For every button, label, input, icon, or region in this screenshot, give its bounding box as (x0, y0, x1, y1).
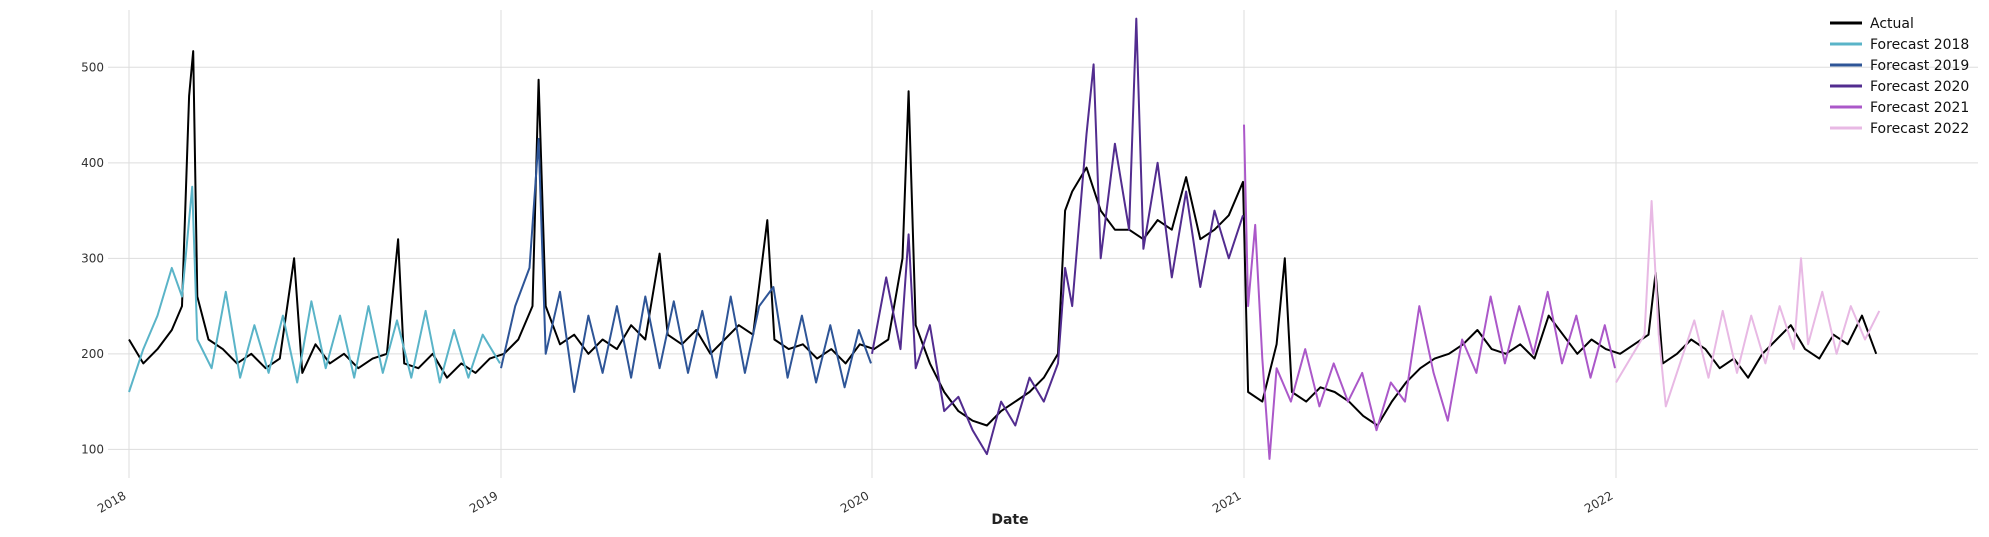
series-line-forecast-2020 (871, 17, 1244, 456)
x-tick-label: 2019 (467, 488, 500, 515)
x-tick-label: 2020 (838, 488, 871, 515)
legend-label: Forecast 2021 (1870, 100, 1969, 116)
legend-label: Actual (1870, 16, 1914, 32)
legend-label: Forecast 2020 (1870, 79, 1969, 95)
x-axis-title: Date (991, 512, 1028, 528)
series-line-actual (128, 50, 1878, 427)
x-tick-label: 2021 (1210, 488, 1243, 515)
series-line-forecast-2022 (1615, 200, 1881, 408)
y-tick-label: 500 (81, 60, 104, 74)
series-line-forecast-2019 (500, 137, 872, 393)
legend-label: Forecast 2022 (1870, 121, 1969, 137)
x-tick-label: 2018 (95, 488, 128, 515)
y-tick-label: 400 (81, 156, 104, 170)
legend-label: Forecast 2018 (1870, 37, 1969, 53)
legend: Actual Forecast 2018 Forecast 2019 Forecast… (1830, 16, 1969, 137)
tick-layer: 100 200 300 400 500 2018 2019 2020 2021 2022 (81, 60, 1615, 516)
y-tick-label: 200 (81, 347, 104, 361)
series-layer (128, 17, 1881, 460)
legend-label: Forecast 2019 (1870, 58, 1969, 74)
x-tick-label: 2022 (1582, 488, 1615, 515)
series-line-forecast-2021 (1243, 124, 1616, 460)
grid-layer (108, 10, 1978, 478)
y-tick-label: 100 (81, 442, 104, 456)
y-tick-label: 300 (81, 251, 104, 265)
series-line-forecast-2018 (128, 185, 501, 393)
